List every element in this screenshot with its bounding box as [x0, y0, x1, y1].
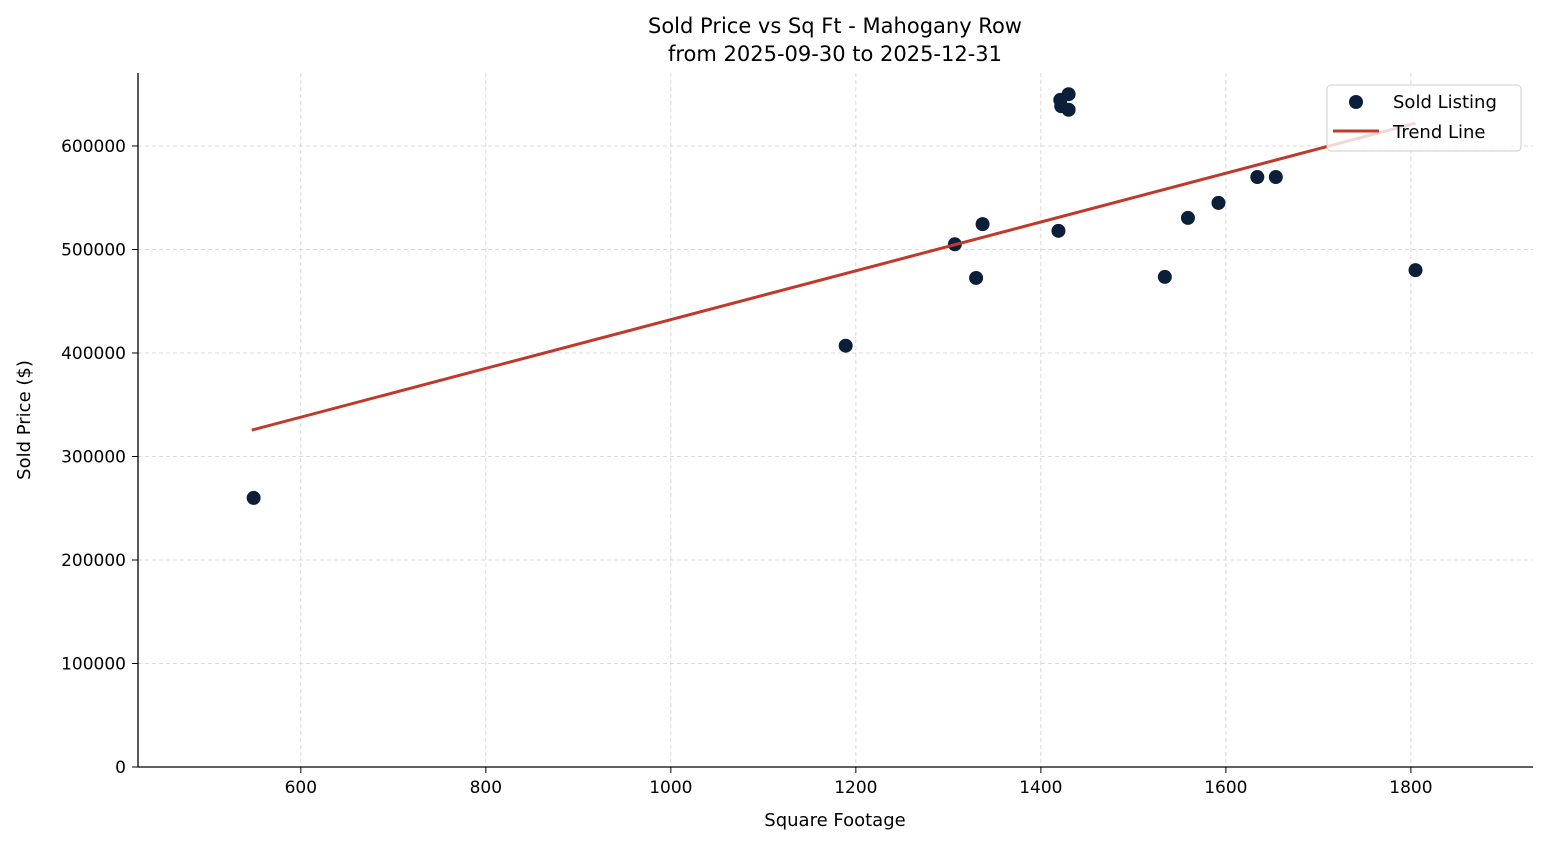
data-point — [1157, 269, 1172, 284]
data-point — [1051, 223, 1066, 238]
x-tick-label: 1800 — [1389, 778, 1432, 798]
y-tick-label: 100000 — [61, 654, 126, 674]
y-tick-label: 0 — [115, 758, 126, 778]
x-tick-label: 1000 — [649, 778, 692, 798]
data-point — [1250, 170, 1265, 185]
data-marks — [246, 87, 1423, 505]
trend-line — [251, 121, 1416, 432]
y-tick-label: 500000 — [61, 240, 126, 260]
x-axis-label: Square Footage — [764, 810, 905, 831]
data-point — [1061, 102, 1076, 117]
legend-marker-sold-listing — [1349, 95, 1363, 109]
y-tick-label: 200000 — [61, 551, 126, 571]
data-point — [1211, 195, 1226, 210]
x-tick-label: 800 — [470, 778, 502, 798]
x-tick-label: 1400 — [1019, 778, 1062, 798]
chart-title: Sold Price vs Sq Ft - Mahogany Row — [648, 14, 1022, 38]
legend-box — [1326, 84, 1522, 152]
legend-label-sold-listing: Sold Listing — [1393, 92, 1497, 113]
y-axis-label: Sold Price ($) — [14, 360, 35, 480]
data-point — [1061, 87, 1076, 102]
grid — [138, 73, 1533, 768]
chart-subtitle: from 2025-09-30 to 2025-12-31 — [668, 42, 1002, 66]
x-tick-label: 1600 — [1204, 778, 1247, 798]
y-tick-label: 300000 — [61, 447, 126, 467]
y-axis-ticks: 0 100000 200000 300000 400000 500000 600000 — [61, 137, 138, 778]
legend-label-trend-line: Trend Line — [1392, 122, 1486, 143]
x-tick-label: 1200 — [834, 778, 877, 798]
data-point — [1268, 170, 1283, 185]
data-point — [975, 217, 990, 232]
legend: Sold Listing Trend Line — [1326, 84, 1522, 152]
data-point — [1180, 210, 1195, 225]
x-tick-label: 600 — [285, 778, 317, 798]
x-axis-ticks: 600 800 1000 1200 1400 1600 1800 — [285, 767, 1433, 798]
data-point — [1408, 263, 1423, 278]
data-point — [838, 338, 853, 353]
data-point — [246, 490, 261, 505]
y-tick-label: 600000 — [61, 137, 126, 157]
data-point — [969, 270, 984, 285]
y-tick-label: 400000 — [61, 344, 126, 364]
